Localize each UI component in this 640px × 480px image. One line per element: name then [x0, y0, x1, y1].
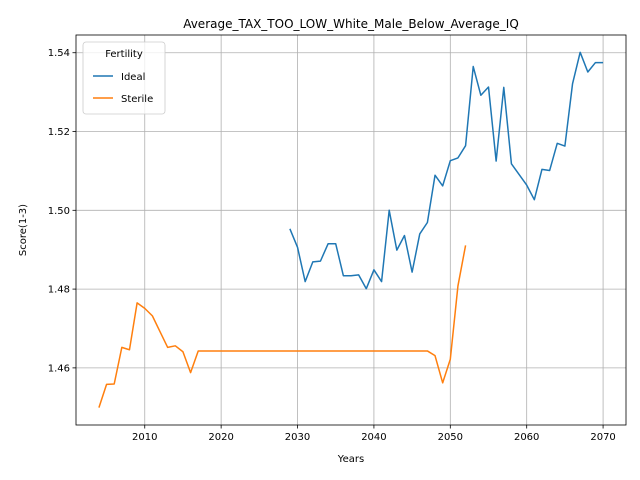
- grid: [76, 35, 626, 425]
- x-tick-label: 2050: [438, 432, 463, 443]
- chart-title: Average_TAX_TOO_LOW_White_Male_Below_Ave…: [183, 17, 519, 31]
- legend-entries: Ideal Sterile: [93, 72, 153, 105]
- series-line-ideal: [289, 51, 604, 290]
- legend-label-ideal: Ideal: [121, 72, 145, 83]
- y-tick-label: 1.50: [48, 206, 70, 217]
- y-tick-label: 1.54: [48, 48, 70, 59]
- legend-label-sterile: Sterile: [121, 94, 153, 105]
- y-tick-label: 1.52: [48, 127, 70, 138]
- y-axis-label: Score(1-3): [18, 204, 29, 256]
- y-tick-label: 1.46: [48, 363, 70, 374]
- x-tick-label: 2020: [208, 432, 233, 443]
- x-tick-label: 2070: [590, 432, 615, 443]
- x-tick-label: 2040: [361, 432, 386, 443]
- legend: Fertility Ideal Sterile: [82, 41, 166, 115]
- x-axis-label: Years: [337, 454, 364, 465]
- series-line-sterile: [98, 245, 467, 408]
- axis-ticks: 2010 2020 2030 2040 2050 2060 2070 1.46 1.48 1.50…: [48, 48, 616, 443]
- x-tick-label: 2010: [132, 432, 157, 443]
- x-tick-label: 2060: [514, 432, 539, 443]
- legend-title: Fertility: [105, 49, 143, 60]
- x-tick-label: 2030: [285, 432, 310, 443]
- plot-area-frame: [75, 34, 627, 426]
- series-lines: [98, 51, 604, 408]
- y-tick-label: 1.48: [48, 285, 70, 296]
- legend-box: [82, 41, 166, 115]
